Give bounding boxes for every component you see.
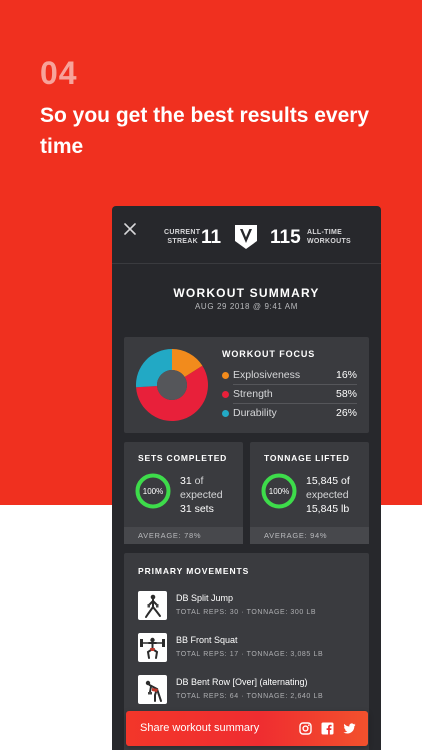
bent-row-thumbnail-icon [138,675,167,704]
svg-text:100%: 100% [143,487,163,496]
sets-completed-card: SETS COMPLETED 100% 31 of expected 31 se… [124,442,243,544]
movement-row[interactable]: DB Split Jump TOTAL REPS: 30 · TONNAGE: … [138,591,363,623]
sets-average-footer: AVERAGE: 78% [124,527,243,544]
share-label: Share workout summary [140,722,260,734]
v-shield-logo-icon [235,225,257,249]
movement-stats: TOTAL REPS: 64 · TONNAGE: 2,640 LB [176,693,324,700]
close-icon[interactable] [123,222,137,236]
movement-stats: TOTAL REPS: 30 · TONNAGE: 300 LB [176,609,317,616]
focus-percent: 58% [335,388,357,400]
durability-dot-icon [222,410,229,417]
donut-slice-explosiveness [172,349,203,377]
focus-percent: 16% [335,369,357,381]
divider [233,384,357,385]
movement-row[interactable]: DB Bent Row [Over] (alternating) TOTAL R… [138,675,363,707]
movement-name: BB Front Squat [176,635,238,645]
sets-description: 31 of expected 31 sets [180,475,223,515]
focus-row-strength: Strength 58% [222,388,357,404]
alltime-workouts-label: ALL-TIME WORKOUTS [307,229,352,245]
facebook-icon[interactable] [321,722,334,735]
tonnage-average-footer: AVERAGE: 94% [250,527,369,544]
workout-focus-card: WORKOUT FOCUS Explosiveness 16% Strength… [124,337,369,433]
focus-label: Explosiveness [233,369,301,381]
focus-title: WORKOUT FOCUS [222,349,316,359]
top-bar: CURRENT STREAK 11 115 ALL-TIME WORKOUTS [112,206,381,264]
current-streak-value: 11 [201,227,222,248]
summary-date: AUG 29 2018 @ 9:41 AM [195,302,298,311]
headline: So you get the best results every time [40,104,370,158]
split-jump-thumbnail-icon [138,591,167,620]
movement-name: DB Bent Row [Over] (alternating) [176,677,308,687]
focus-label: Durability [233,407,277,419]
tonnage-description: 15,845 of expected 15,845 lb [306,475,350,515]
movements-title: PRIMARY MOVEMENTS [138,566,250,576]
focus-donut-chart [136,349,208,421]
movement-stats: TOTAL REPS: 17 · TONNAGE: 3,085 LB [176,651,324,658]
focus-row-durability: Durability 26% [222,407,357,421]
tonnage-title: TONNAGE LIFTED [264,453,350,463]
movement-name: DB Split Jump [176,593,234,603]
movement-row[interactable]: BB Front Squat TOTAL REPS: 17 · TONNAGE:… [138,633,363,665]
divider [233,403,357,404]
step-number: 04 [40,55,78,91]
svg-text:100%: 100% [269,487,289,496]
summary-title: WORKOUT SUMMARY [173,286,320,300]
sets-title: SETS COMPLETED [138,453,228,463]
strength-dot-icon [222,391,229,398]
focus-label: Strength [233,388,273,400]
share-workout-summary-button[interactable]: Share workout summary [126,711,368,746]
focus-row-explosiveness: Explosiveness 16% [222,369,357,385]
front-squat-thumbnail-icon [138,633,167,662]
tonnage-progress-ring: 100% [261,473,297,509]
focus-percent: 26% [335,407,357,419]
donut-hole [157,370,187,400]
donut-slice-strength [136,365,208,421]
tonnage-lifted-card: TONNAGE LIFTED 100% 15,845 of expected 1… [250,442,369,544]
instagram-icon[interactable] [299,722,312,735]
explosiveness-dot-icon [222,372,229,379]
donut-slice-durability [136,349,172,388]
alltime-workouts-value: 115 [270,227,301,248]
sets-progress-ring: 100% [135,473,171,509]
twitter-icon[interactable] [343,722,356,735]
workout-summary-screen: CURRENT STREAK 11 115 ALL-TIME WORKOUTS … [112,206,381,750]
current-streak-label: CURRENT STREAK [164,229,201,245]
